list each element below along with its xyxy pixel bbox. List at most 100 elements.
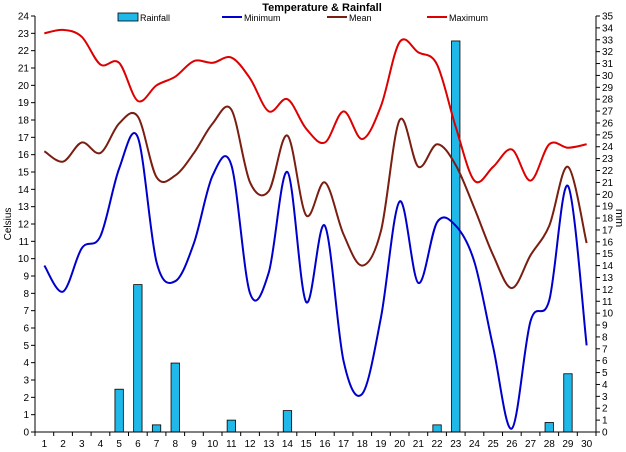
x-tick-label: 10 <box>207 439 219 450</box>
y-left-tick-label: 3 <box>23 376 29 387</box>
y-left-tick-label: 12 <box>18 220 30 231</box>
y-right-tick-label: 35 <box>602 12 614 23</box>
y-right-tick-label: 32 <box>602 47 614 58</box>
axes: 0123456789101112131415161718192021222324… <box>18 12 614 451</box>
y-right-tick-label: 9 <box>602 321 608 332</box>
y-right-tick-label: 0 <box>602 428 608 439</box>
maximum-line <box>44 28 587 184</box>
rainfall-bar <box>170 362 180 433</box>
legend: Rainfall Minimum Mean Maximum <box>117 12 488 23</box>
y-right-tick-label: 6 <box>602 356 608 367</box>
x-tick-label: 23 <box>450 439 462 450</box>
y-left-tick-label: 13 <box>18 202 30 213</box>
x-tick-label: 2 <box>60 439 66 450</box>
x-tick-label: 6 <box>135 439 141 450</box>
x-tick-label: 3 <box>79 439 85 450</box>
y-right-tick-label: 3 <box>602 392 608 403</box>
x-tick-label: 11 <box>226 439 237 450</box>
x-tick-label: 28 <box>544 439 556 450</box>
y-right-tick-label: 14 <box>602 261 614 272</box>
x-tick-label: 18 <box>357 439 369 450</box>
y-right-tick-label: 16 <box>602 237 614 248</box>
y-right-tick-label: 29 <box>602 83 614 94</box>
rainfall-bar <box>451 40 461 433</box>
y-left-tick-label: 15 <box>18 168 30 179</box>
y-right-tick-label: 21 <box>602 178 614 189</box>
x-tick-label: 27 <box>525 439 537 450</box>
x-tick-label: 24 <box>469 439 481 450</box>
y-axis-right-label: mm <box>613 209 625 227</box>
y-right-tick-label: 17 <box>602 225 614 236</box>
rainfall-bar <box>563 373 573 433</box>
y-left-tick-label: 9 <box>23 272 29 283</box>
y-right-tick-label: 1 <box>602 416 608 427</box>
x-tick-label: 7 <box>154 439 160 450</box>
y-right-tick-label: 2 <box>602 404 608 415</box>
temperature-lines <box>43 28 588 430</box>
y-left-tick-label: 1 <box>23 410 29 421</box>
rainfall-bar <box>226 419 236 433</box>
x-tick-label: 13 <box>263 439 275 450</box>
rainfall-bar <box>133 284 143 433</box>
y-right-tick-label: 24 <box>602 142 614 153</box>
y-left-tick-label: 4 <box>23 358 29 369</box>
rainfall-bar <box>544 422 554 433</box>
y-left-tick-label: 16 <box>18 150 30 161</box>
y-left-tick-label: 7 <box>23 306 29 317</box>
y-left-tick-label: 0 <box>23 428 29 439</box>
y-right-tick-label: 7 <box>602 344 608 355</box>
rainfall-bar <box>114 388 124 433</box>
minimum-line <box>43 132 588 430</box>
x-tick-label: 20 <box>394 439 406 450</box>
y-left-tick-label: 10 <box>18 254 30 265</box>
x-tick-label: 19 <box>375 439 387 450</box>
y-right-tick-label: 25 <box>602 130 614 141</box>
chart-title: Temperature & Rainfall <box>262 2 382 14</box>
x-tick-label: 12 <box>244 439 256 450</box>
y-left-tick-label: 18 <box>18 116 30 127</box>
y-left-tick-label: 19 <box>18 98 30 109</box>
y-right-tick-label: 19 <box>602 202 614 213</box>
rainfall-bar <box>432 424 442 433</box>
mean-line <box>43 105 588 290</box>
y-left-tick-label: 14 <box>18 185 30 196</box>
y-right-tick-label: 4 <box>602 380 608 391</box>
x-tick-label: 17 <box>338 439 350 450</box>
y-left-tick-label: 5 <box>23 341 29 352</box>
y-right-tick-label: 34 <box>602 23 614 34</box>
x-tick-label: 8 <box>172 439 178 450</box>
y-right-tick-label: 18 <box>602 214 614 225</box>
y-left-tick-label: 21 <box>18 64 30 75</box>
y-right-tick-label: 23 <box>602 154 614 165</box>
y-left-tick-label: 6 <box>23 324 29 335</box>
y-right-tick-label: 15 <box>602 249 614 260</box>
y-left-tick-label: 22 <box>18 46 30 57</box>
y-right-tick-label: 28 <box>602 95 614 106</box>
rainfall-bar <box>282 410 293 433</box>
y-right-tick-label: 10 <box>602 309 614 320</box>
legend-swatch-rainfall <box>117 12 139 22</box>
x-tick-label: 21 <box>413 439 425 450</box>
y-right-tick-label: 33 <box>602 35 614 46</box>
legend-label-mean: Mean <box>349 13 372 23</box>
x-tick-label: 4 <box>98 439 104 450</box>
x-tick-label: 30 <box>581 439 593 450</box>
rainfall-bar <box>151 424 162 433</box>
legend-label-maximum: Maximum <box>449 13 488 23</box>
legend-label-rainfall: Rainfall <box>140 13 170 23</box>
y-left-tick-label: 17 <box>18 133 30 144</box>
x-tick-label: 1 <box>42 439 48 450</box>
y-axis-left-label: Celsius <box>3 208 14 241</box>
y-right-tick-label: 13 <box>602 273 614 284</box>
y-right-tick-label: 31 <box>602 59 614 70</box>
x-tick-label: 15 <box>301 439 313 450</box>
x-tick-label: 29 <box>562 439 574 450</box>
y-right-tick-label: 12 <box>602 285 614 296</box>
y-left-tick-label: 11 <box>19 237 30 248</box>
y-right-tick-label: 8 <box>602 332 608 343</box>
x-tick-label: 9 <box>191 439 197 450</box>
y-right-tick-label: 26 <box>602 118 614 129</box>
y-left-tick-label: 8 <box>23 289 29 300</box>
y-left-tick-label: 20 <box>18 81 30 92</box>
